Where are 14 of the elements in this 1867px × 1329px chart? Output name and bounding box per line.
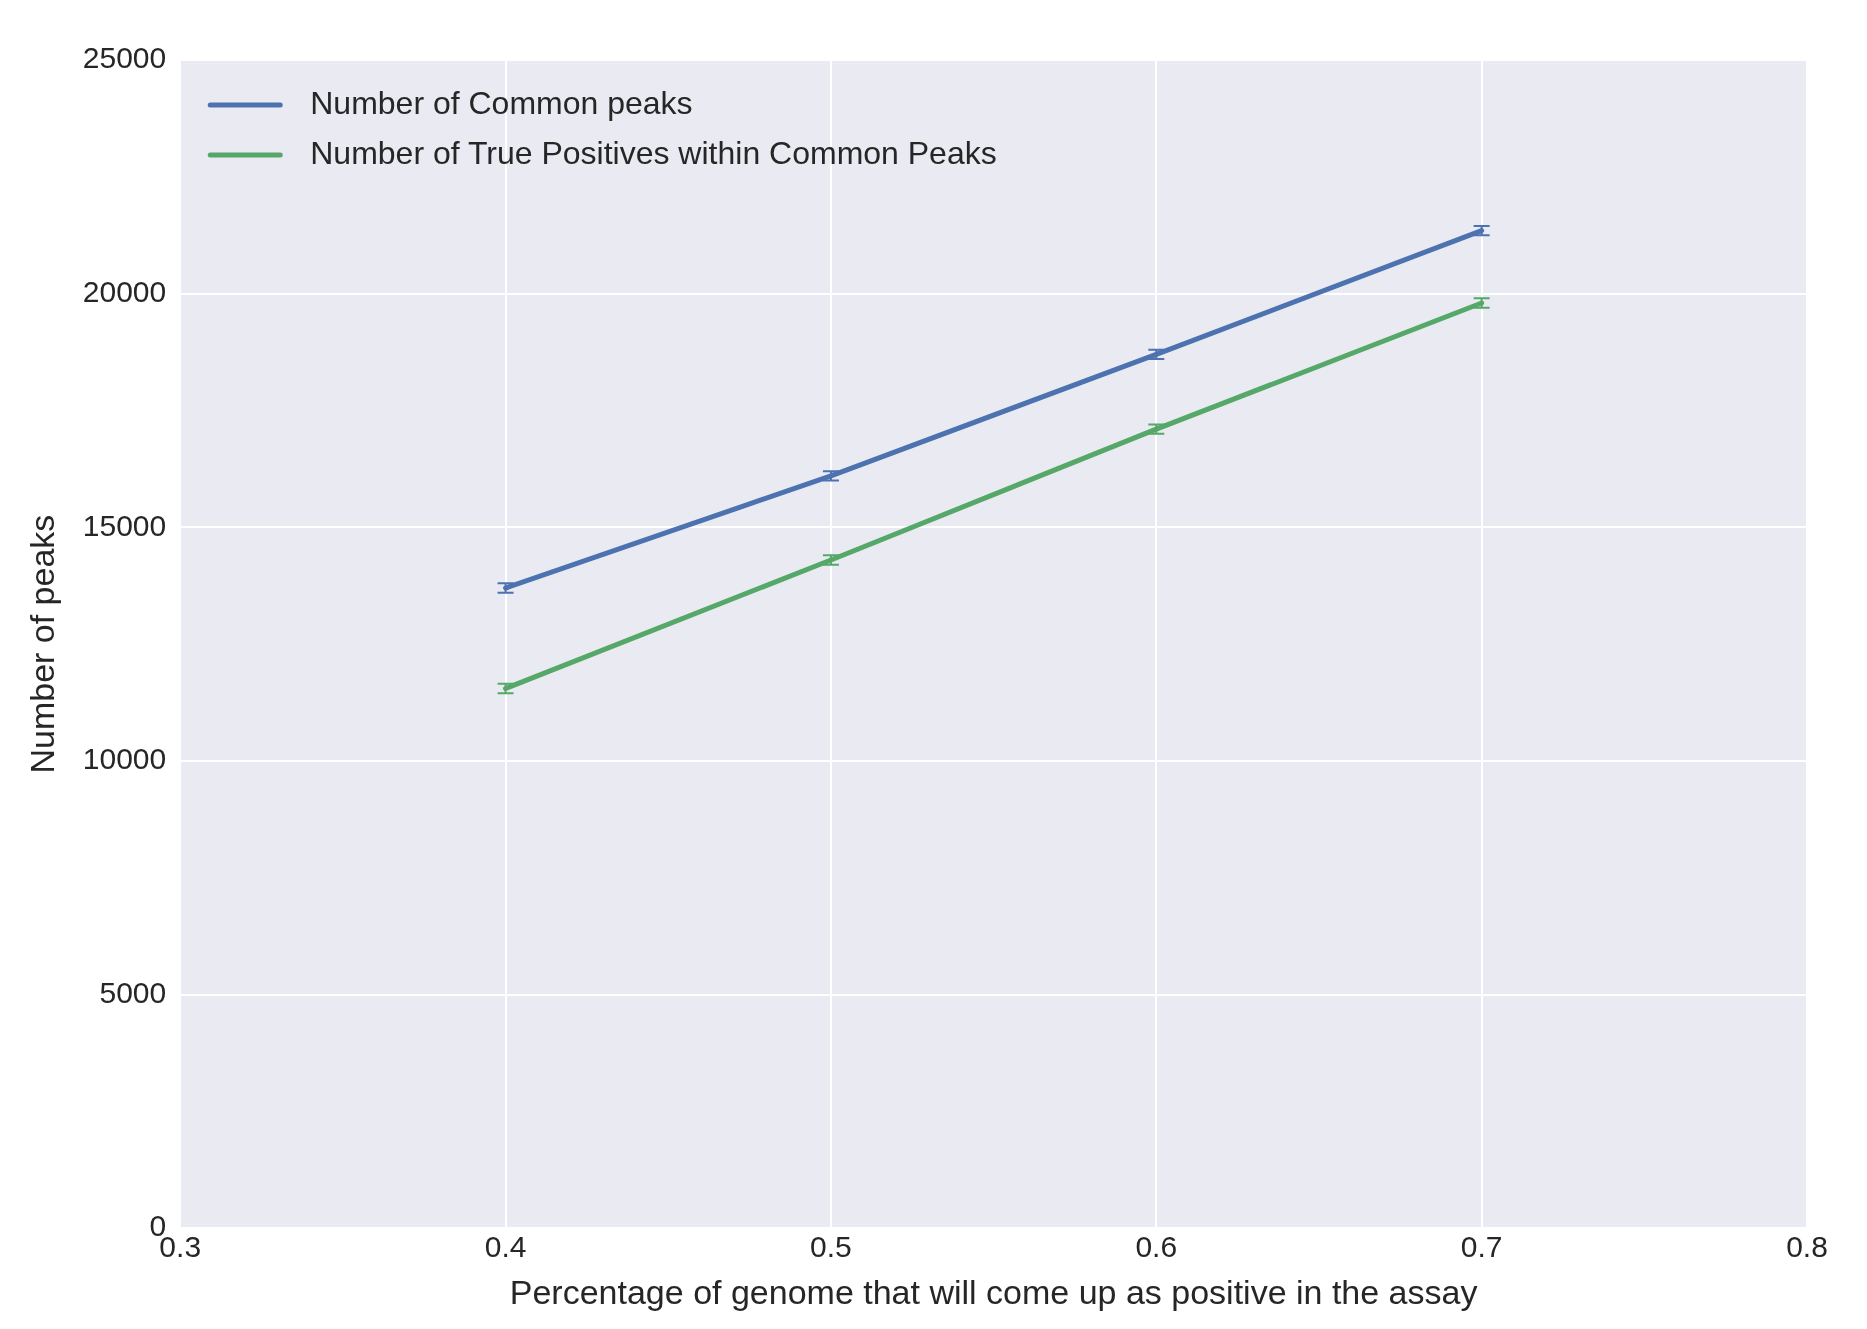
x-tick-label: 0.7 [1460, 1230, 1503, 1264]
x-tick-label: 0.6 [1135, 1230, 1178, 1264]
x-axis-title: Percentage of genome that will come up as positive in the assay [509, 1272, 1478, 1311]
y-tick-label: 10000 [82, 742, 167, 776]
y-tick-label: 5000 [99, 975, 167, 1009]
legend-label: Number of True Positives within Common Peaks [310, 134, 997, 171]
x-tick-label: 0.8 [1786, 1230, 1828, 1264]
y-axis-title: Number of peaks [22, 514, 61, 774]
x-tick-label: 0.5 [810, 1230, 852, 1264]
x-tick-label: 0.4 [484, 1230, 527, 1264]
legend-label: Number of Common peaks [310, 84, 693, 121]
y-tick-label: 15000 [82, 508, 167, 542]
y-tick-label: 20000 [82, 274, 167, 308]
y-tick-label: 25000 [82, 41, 167, 75]
